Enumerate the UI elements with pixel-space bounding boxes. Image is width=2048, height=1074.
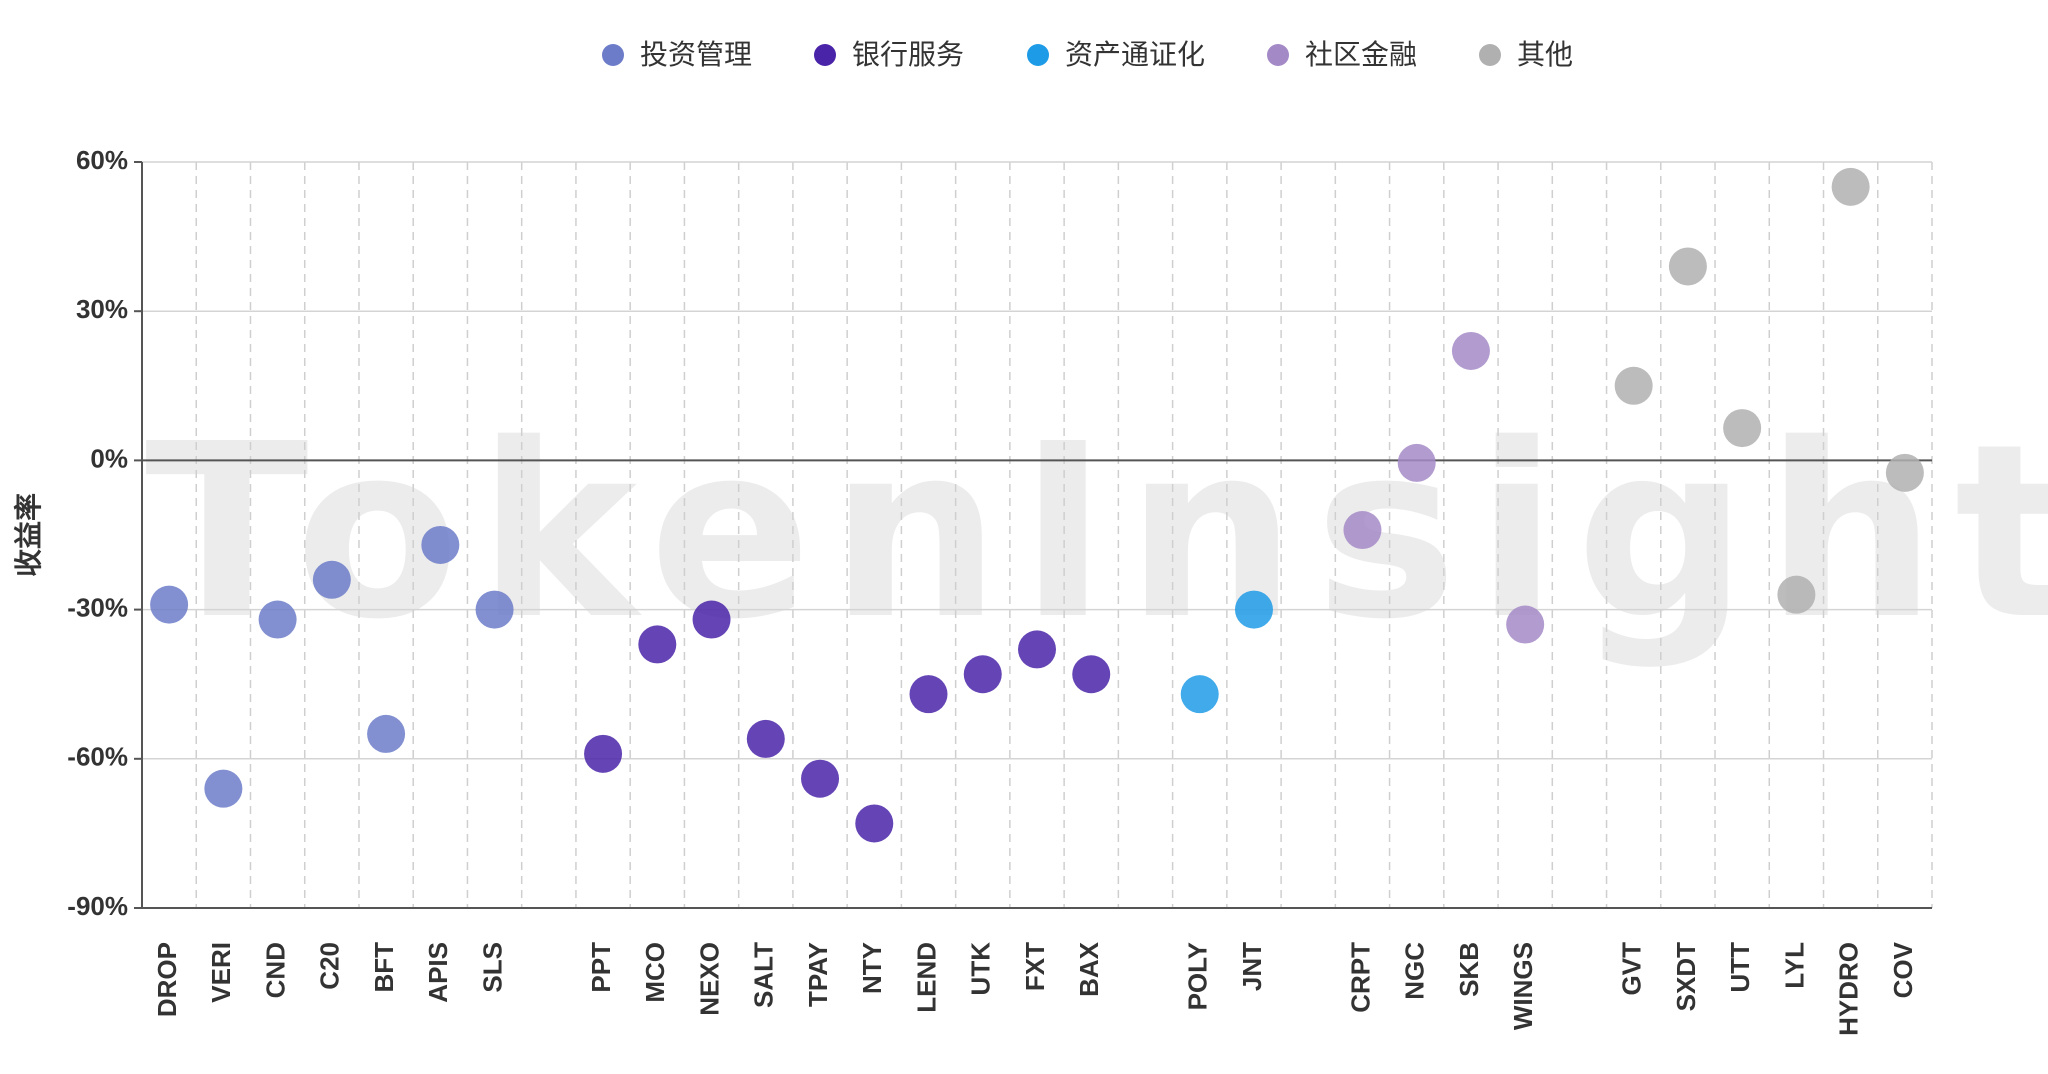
legend-marker <box>1267 44 1289 66</box>
x-tick-label: HYDRO <box>1834 942 1864 1036</box>
x-tick-label: PPT <box>586 942 616 993</box>
x-tick-label: LYL <box>1779 942 1809 989</box>
data-point-utk <box>963 655 1002 694</box>
x-tick-label: SKB <box>1454 942 1484 997</box>
y-tick-label: 30% <box>76 294 128 324</box>
data-point-ngc <box>1397 443 1436 482</box>
legend-marker <box>1479 44 1501 66</box>
x-tick-label: GVT <box>1617 942 1647 996</box>
legend-marker <box>1027 44 1049 66</box>
x-tick-label: BAX <box>1074 941 1104 997</box>
data-point-crpt <box>1343 511 1382 550</box>
x-tick-label: SXDT <box>1671 942 1701 1011</box>
x-tick-label: BFT <box>369 942 399 993</box>
data-point-fxt <box>1018 630 1056 669</box>
x-tick-label: VERI <box>206 942 236 1003</box>
data-point-jnt <box>1234 590 1273 629</box>
legend-marker <box>602 44 624 66</box>
legend-label: 其他 <box>1517 38 1573 71</box>
x-tick-label: POLY <box>1183 942 1213 1010</box>
y-tick-label: -90% <box>67 891 128 921</box>
legend-marker <box>814 44 836 66</box>
data-point-mco <box>638 625 677 664</box>
legend-label: 资产通证化 <box>1065 38 1205 71</box>
x-tick-label: CND <box>260 942 290 998</box>
data-point-hydro <box>1831 167 1870 206</box>
data-point-nexo <box>692 600 731 639</box>
data-point-cnd <box>258 600 297 639</box>
x-tick-label: DROP <box>152 942 182 1017</box>
data-point-wings <box>1506 605 1545 644</box>
data-point-skb <box>1451 331 1490 370</box>
legend-label: 投资管理 <box>640 38 752 71</box>
x-tick-label: C20 <box>315 942 345 990</box>
x-tick-label: APIS <box>423 942 453 1003</box>
data-point-lyl <box>1777 575 1816 614</box>
legend: 投资管理 银行服务 资产通证化 社区金融 其他 <box>602 38 1573 71</box>
y-tick-label: 60% <box>76 145 128 175</box>
x-tick-label: NTY <box>857 942 887 994</box>
data-point-salt <box>746 719 785 758</box>
data-point-tpay <box>801 759 840 798</box>
legend-label: 银行服务 <box>852 38 964 71</box>
data-point-bft <box>367 714 406 753</box>
x-tick-label: WINGS <box>1508 942 1538 1030</box>
x-tick-label: MCO <box>640 942 670 1003</box>
data-point-nty <box>855 804 894 843</box>
axis-layer: -90% -60% -30% 0% 30% 60% DROP VERI CND C20 BFT API… <box>67 145 1932 1036</box>
y-tick-label: 0% <box>90 443 128 473</box>
x-tick-label: CRPT <box>1345 942 1375 1013</box>
x-tick-label: TPAY <box>803 942 833 1007</box>
data-point-drop <box>150 585 189 624</box>
legend-label: 社区金融 <box>1305 38 1417 71</box>
x-tick-label: NEXO <box>694 942 724 1016</box>
data-point-utt <box>1723 409 1762 448</box>
x-tick-label: SALT <box>749 942 779 1008</box>
y-tick-label: -60% <box>67 742 128 772</box>
data-point-sxdt <box>1668 247 1707 286</box>
data-point-c20 <box>312 560 351 599</box>
x-tick-label: FXT <box>1020 942 1050 991</box>
x-tick-label: LEND <box>911 942 941 1013</box>
x-tick-label: COV <box>1888 941 1918 998</box>
y-axis-label: 收益率 <box>12 493 45 577</box>
data-point-lend <box>909 675 948 714</box>
data-point-ppt <box>584 734 623 773</box>
points-layer <box>150 167 1924 843</box>
data-point-veri <box>204 769 243 808</box>
x-tick-label: SLS <box>477 942 507 993</box>
data-point-poly <box>1180 675 1219 714</box>
data-point-gvt <box>1614 366 1653 405</box>
data-point-cov <box>1885 453 1924 492</box>
data-point-apis <box>421 525 460 564</box>
y-tick-label: -30% <box>67 592 128 622</box>
x-tick-label: UTT <box>1725 942 1755 993</box>
x-tick-label: NGC <box>1400 942 1430 1000</box>
data-point-bax <box>1072 655 1111 694</box>
grid-layer <box>142 161 1933 909</box>
x-tick-label: UTK <box>966 942 996 996</box>
x-tick-label: JNT <box>1237 942 1267 991</box>
data-point-sls <box>475 590 514 629</box>
